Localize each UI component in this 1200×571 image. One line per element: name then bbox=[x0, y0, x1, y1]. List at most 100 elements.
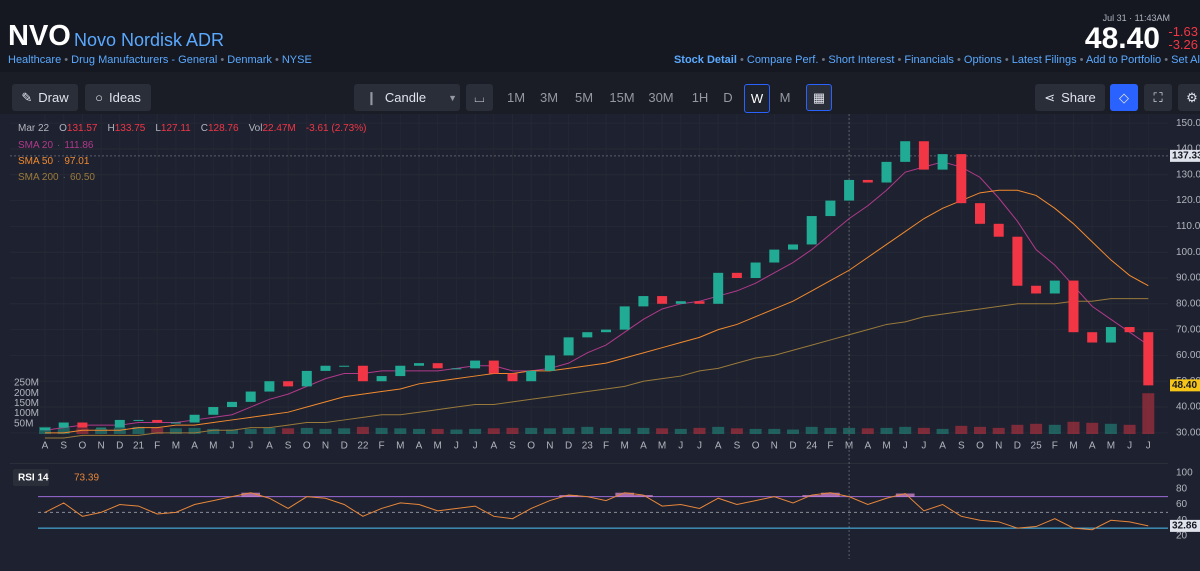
candle bbox=[208, 407, 219, 415]
x-tick-label: A bbox=[42, 441, 49, 452]
alert-button[interactable]: ◇ bbox=[1110, 84, 1138, 111]
indicator-value: 60.50 bbox=[70, 172, 95, 183]
interval[interactable]: M bbox=[779, 90, 791, 105]
interval[interactable]: 1H bbox=[691, 90, 709, 105]
tag[interactable]: Denmark bbox=[217, 54, 272, 66]
tags: HealthcareDrug Manufacturers - GeneralDe… bbox=[8, 54, 312, 66]
volume-bar bbox=[338, 428, 351, 434]
volume-bar bbox=[1142, 393, 1155, 434]
indicator-name: SMA 200 bbox=[18, 172, 59, 183]
x-tick-label: O bbox=[527, 441, 535, 452]
volume-bar bbox=[39, 426, 51, 434]
link[interactable]: Short Interest bbox=[818, 54, 894, 66]
interval[interactable]: 1M bbox=[506, 90, 526, 105]
volume-bar bbox=[1011, 424, 1024, 434]
volume-bar bbox=[974, 426, 986, 434]
last-price-tag-bg bbox=[1170, 379, 1200, 392]
x-tick-label: M bbox=[396, 441, 404, 452]
x-tick-label: A bbox=[266, 441, 273, 452]
label: Draw bbox=[38, 90, 69, 105]
x-tick-label: M bbox=[209, 441, 217, 452]
tag[interactable]: Healthcare bbox=[8, 54, 62, 66]
indicator-name: SMA 20 bbox=[18, 140, 53, 151]
candle bbox=[227, 401, 237, 408]
volume-bar bbox=[76, 428, 89, 434]
candle bbox=[432, 363, 443, 369]
x-tick-label: D bbox=[565, 441, 572, 452]
legend: Mar 22 O131.57 H133.75 L127.11 C128.76 Vol22.… bbox=[18, 123, 366, 134]
settings[interactable]: ⚙ bbox=[1178, 84, 1200, 111]
candle bbox=[58, 422, 69, 428]
candle bbox=[694, 301, 705, 304]
candle bbox=[731, 272, 742, 278]
volume-bar bbox=[226, 429, 238, 434]
candle bbox=[1124, 327, 1135, 333]
link[interactable]: Add to Portfolio bbox=[1077, 54, 1162, 66]
candle bbox=[152, 419, 163, 423]
interval[interactable]: W bbox=[744, 84, 770, 113]
link[interactable]: Options bbox=[954, 54, 1002, 66]
candle bbox=[283, 381, 294, 387]
legend-value: 127.11 bbox=[161, 123, 191, 134]
interval[interactable]: D bbox=[723, 90, 733, 105]
calendar[interactable]: ▦ bbox=[806, 84, 832, 111]
x-tick-label: N bbox=[322, 441, 329, 452]
link[interactable]: Financials bbox=[894, 54, 954, 66]
volume-bar bbox=[917, 427, 930, 434]
x-tick-label: N bbox=[995, 441, 1002, 452]
candle bbox=[470, 360, 481, 369]
rsi-overbought bbox=[895, 493, 915, 497]
x-tick-label: N bbox=[546, 441, 553, 452]
volume-bar bbox=[1030, 423, 1043, 434]
volume-bar bbox=[356, 426, 369, 434]
tag[interactable]: Drug Manufacturers - General bbox=[61, 54, 217, 66]
bar-style[interactable]: ⌴ bbox=[466, 84, 493, 111]
link[interactable]: Latest Filings bbox=[1002, 54, 1077, 66]
volume-bar bbox=[413, 428, 425, 434]
x-tick-label: A bbox=[1089, 441, 1096, 452]
candle bbox=[544, 355, 555, 371]
volume-bar bbox=[805, 426, 818, 434]
candle bbox=[601, 329, 611, 333]
volume-bar bbox=[618, 428, 631, 434]
indicator-name: SMA 50 bbox=[18, 156, 53, 167]
candle bbox=[1105, 327, 1116, 343]
volume-bar bbox=[581, 426, 594, 434]
x-tick-label: M bbox=[621, 441, 629, 452]
candle bbox=[750, 262, 761, 278]
candle bbox=[638, 296, 649, 307]
indicator-value: 97.01 bbox=[64, 156, 89, 167]
volume-bar bbox=[768, 428, 781, 434]
candle bbox=[900, 141, 911, 162]
fullscreen[interactable]: ⛶ bbox=[1144, 84, 1172, 111]
x-tick-label: J bbox=[697, 441, 702, 452]
candle bbox=[1087, 332, 1098, 343]
candle bbox=[1031, 285, 1042, 294]
volume-bar bbox=[394, 428, 407, 434]
volume-bar bbox=[712, 426, 725, 434]
x-tick-label: S bbox=[285, 441, 292, 452]
chart-type[interactable]: ❙ Candle ▼ bbox=[354, 84, 460, 111]
draw-button[interactable]: ✎ Draw bbox=[12, 84, 78, 111]
interval[interactable]: 3M bbox=[539, 90, 559, 105]
link[interactable]: Set Ale bbox=[1161, 54, 1200, 66]
link[interactable]: Compare Perf. bbox=[737, 54, 819, 66]
company-name[interactable]: Novo Nordisk ADR bbox=[74, 30, 225, 50]
link[interactable]: Stock Detail bbox=[673, 54, 737, 66]
share-button[interactable]: ⋖ Share bbox=[1035, 84, 1105, 111]
x-tick-label: 24 bbox=[806, 441, 818, 452]
tag[interactable]: NYSE bbox=[272, 54, 312, 66]
volume-bar bbox=[1048, 424, 1061, 434]
time: Jul 31 · 11:43AM bbox=[1102, 13, 1170, 23]
volume-bar bbox=[244, 428, 257, 434]
interval[interactable]: 30M bbox=[648, 90, 674, 105]
icon: ○ bbox=[95, 90, 104, 105]
volume-bar bbox=[1067, 421, 1080, 434]
volume-bar bbox=[113, 427, 126, 434]
x-tick-label: M bbox=[434, 441, 442, 452]
x-tick-label: N bbox=[97, 441, 104, 452]
interval[interactable]: 15M bbox=[609, 90, 635, 105]
interval[interactable]: 5M bbox=[574, 90, 594, 105]
ideas-button[interactable]: ○ Ideas bbox=[85, 84, 151, 111]
